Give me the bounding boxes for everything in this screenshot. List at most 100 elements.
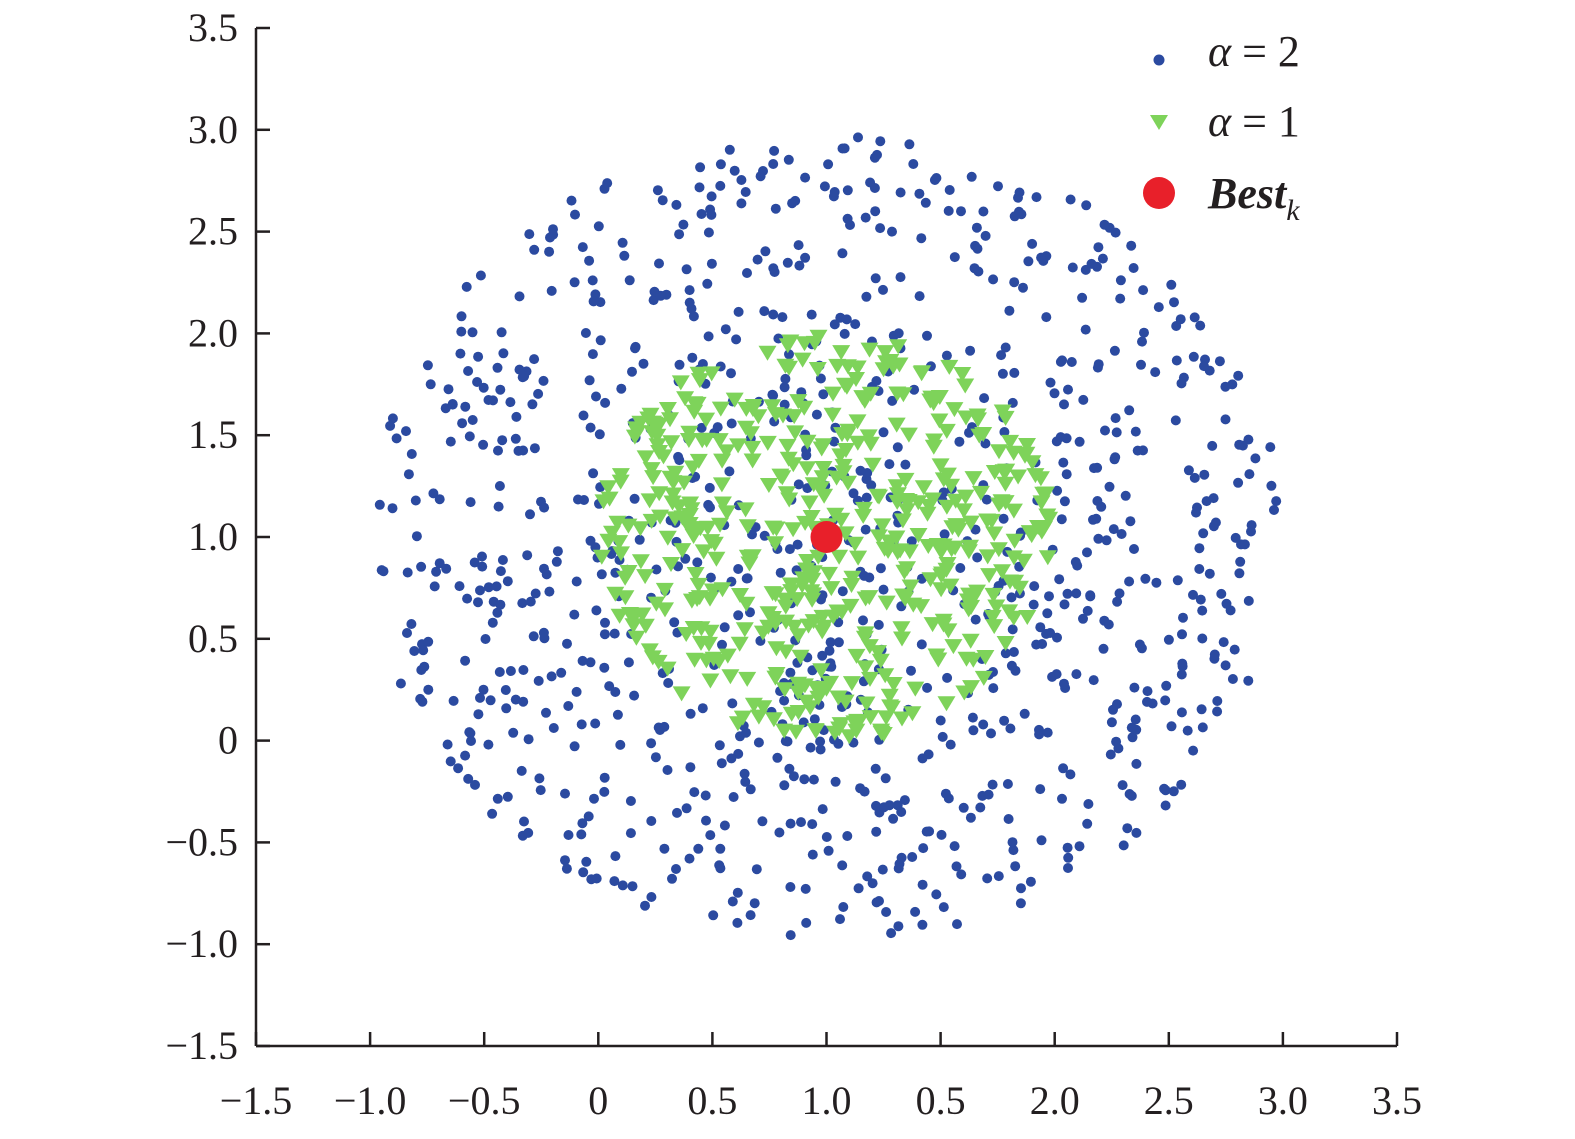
alpha-2-point (556, 667, 567, 678)
alpha-1-point (870, 489, 888, 505)
alpha-2-point (1085, 590, 1096, 601)
alpha-2-point (502, 791, 513, 802)
alpha-1-point (887, 417, 906, 433)
alpha-2-point (1131, 827, 1142, 838)
alpha-1-point (942, 542, 961, 558)
alpha-1-point (812, 663, 831, 679)
alpha-2-point (769, 145, 780, 156)
alpha-2-point (638, 358, 649, 369)
alpha-2-point (445, 756, 456, 767)
alpha-2-point (736, 198, 747, 209)
alpha-1-point (804, 614, 823, 630)
alpha-2-point (861, 291, 872, 302)
alpha-2-point (634, 534, 645, 545)
alpha-2-point (1176, 779, 1187, 790)
x-tick-label: 2.5 (1144, 1078, 1194, 1123)
alpha-2-point (585, 422, 596, 433)
alpha-2-point (972, 552, 983, 563)
alpha-2-point (1250, 453, 1261, 464)
alpha-2-point (712, 422, 723, 433)
alpha-1-point (764, 712, 783, 728)
alpha-1-point (648, 438, 667, 454)
alpha-2-point (775, 567, 786, 578)
alpha-1-point (778, 438, 797, 454)
alpha-2-point (497, 435, 508, 446)
alpha-2-point (1070, 557, 1081, 567)
alpha-1-point (684, 529, 703, 544)
alpha-1-point (983, 609, 1002, 625)
alpha-2-point (1212, 696, 1223, 706)
alpha-1-point (869, 529, 888, 545)
alpha-1-point (631, 554, 650, 570)
alpha-1-point (826, 507, 845, 523)
alpha-1-point (643, 650, 662, 666)
alpha-2-point (714, 740, 725, 751)
alpha-1-point (888, 487, 907, 503)
alpha-2-point (463, 366, 474, 376)
alpha-2-point (1197, 633, 1208, 644)
alpha-1-point (798, 554, 817, 569)
alpha-2-point (687, 352, 698, 363)
alpha-1-point (961, 633, 980, 649)
alpha-2-point (759, 306, 770, 317)
alpha-1-point (793, 352, 812, 368)
alpha-2-point (869, 183, 880, 193)
alpha-2-point (1049, 388, 1060, 399)
alpha-2-point (1112, 596, 1123, 607)
alpha-1-point (872, 723, 891, 739)
alpha-2-point (1104, 481, 1115, 492)
alpha-2-point (1194, 564, 1205, 574)
alpha-2-point (906, 665, 916, 676)
alpha-2-point (829, 187, 840, 197)
alpha-2-point (792, 539, 803, 550)
alpha-1-point (691, 521, 710, 537)
alpha-1-point (806, 723, 825, 739)
alpha-1-point (713, 582, 732, 598)
alpha-1-point (923, 617, 942, 633)
alpha-1-point (873, 518, 892, 534)
alpha-2-point (1188, 351, 1199, 362)
alpha-2-point (726, 753, 737, 764)
alpha-1-point (937, 696, 956, 712)
alpha-1-point (644, 470, 663, 486)
alpha-1-point (846, 536, 864, 552)
alpha-2-point (1045, 377, 1056, 388)
alpha-1-point (984, 587, 1003, 603)
alpha-1-point (945, 402, 964, 418)
alpha-1-point (849, 550, 868, 566)
alpha-2-point (815, 744, 826, 755)
alpha-2-point (1007, 837, 1018, 848)
alpha-1-point (924, 439, 943, 455)
alpha-2-point (493, 445, 503, 456)
alpha-1-point (847, 723, 866, 739)
alpha-2-point (646, 816, 657, 826)
alpha-2-point (548, 723, 559, 733)
alpha-2-point (943, 205, 954, 216)
alpha-2-point (916, 639, 927, 650)
alpha-1-point (815, 488, 834, 504)
alpha-2-point (498, 348, 509, 359)
alpha-1-point (797, 694, 816, 710)
alpha-1-point (795, 336, 814, 352)
alpha-2-point (1042, 727, 1053, 738)
alpha-1-point (758, 345, 777, 361)
alpha-1-point (904, 597, 923, 613)
x-tick-label: 1.0 (802, 1078, 852, 1123)
alpha-1-point (854, 508, 873, 524)
alpha-2-point (429, 581, 440, 592)
alpha-2-point (1063, 852, 1074, 863)
alpha-2-point (968, 725, 979, 736)
alpha-2-point (630, 341, 641, 352)
alpha-1-point (784, 522, 803, 538)
alpha-2-point (809, 714, 820, 725)
x-tick-label: 3.0 (1258, 1078, 1308, 1123)
alpha-1-point (896, 472, 915, 488)
alpha-2-point (1051, 669, 1062, 680)
alpha-2-point (1099, 219, 1110, 230)
alpha-2-point (893, 863, 904, 874)
alpha-2-point (1056, 514, 1067, 525)
alpha-1-point (775, 682, 794, 698)
alpha-2-point (1028, 599, 1039, 610)
alpha-2-point (884, 459, 895, 470)
